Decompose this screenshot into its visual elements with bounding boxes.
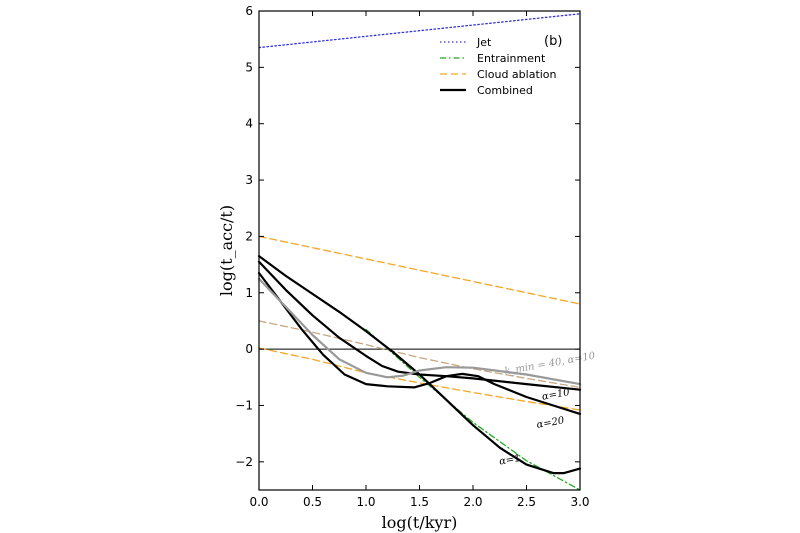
y-tick-label: 4 <box>245 117 253 131</box>
y-tick-label: −1 <box>235 398 253 412</box>
ticks: 0.0 0.5 1.0 1.5 2.0 2.5 3.0 −2 −1 0 1 2 3 4 5 6 <box>235 4 589 509</box>
series-line-2 <box>258 235 581 305</box>
series-line-1 <box>365 328 581 491</box>
y-tick-label: 0 <box>245 342 253 356</box>
panel-label: (b) <box>544 34 562 49</box>
curve-label-2: α=20 <box>536 415 566 431</box>
x-axis-title: log(t/kyr) <box>382 513 458 532</box>
curve-label-1: α=10 <box>541 387 571 403</box>
series-line-4 <box>258 320 581 389</box>
legend-label: Combined <box>477 84 533 97</box>
y-tick-label: 2 <box>245 229 253 243</box>
y-tick-label: 1 <box>245 286 253 300</box>
legend-label: Entrainment <box>477 52 546 65</box>
curve-label-0: k_min = 40, α=10 <box>504 351 597 378</box>
series-line-3 <box>258 347 581 411</box>
curve-label-3: α=1 <box>498 453 521 468</box>
legend: Jet Entrainment Cloud ablation Combined <box>440 36 557 97</box>
y-axis-title: log(t_acc/t) <box>217 205 236 296</box>
y-tick-label: −2 <box>235 455 253 469</box>
x-tick-label: 3.0 <box>570 495 589 509</box>
x-tick-label: 0.0 <box>249 495 268 509</box>
x-tick-label: 2.0 <box>463 495 482 509</box>
series-layer <box>257 13 582 491</box>
y-tick-label: 5 <box>245 60 253 74</box>
plot-frame <box>258 10 581 491</box>
legend-label: Jet <box>476 36 492 49</box>
x-tick-label: 1.0 <box>356 495 375 509</box>
y-tick-label: 3 <box>245 173 253 187</box>
series-line-5 <box>257 255 582 475</box>
x-tick-label: 0.5 <box>303 495 322 509</box>
curve-labels: k_min = 40, α=10 α=10 α=20 α=1 <box>498 351 596 468</box>
y-tick-label: 6 <box>245 4 253 18</box>
series-line-8 <box>257 277 582 386</box>
x-tick-label: 1.5 <box>410 495 429 509</box>
x-tick-label: 2.5 <box>517 495 536 509</box>
legend-label: Cloud ablation <box>477 68 557 81</box>
series-line-6 <box>257 260 582 391</box>
series-line-7 <box>257 271 582 415</box>
series-line-0 <box>258 13 581 49</box>
